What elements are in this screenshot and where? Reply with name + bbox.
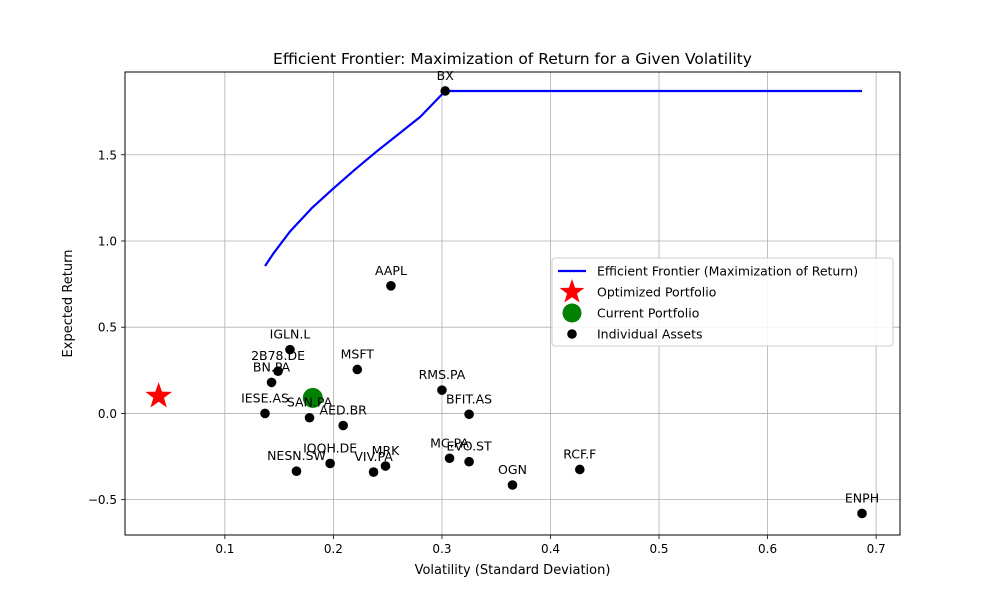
- asset-label: NESN.SW: [267, 448, 326, 463]
- asset-label: SAN.PA: [287, 395, 333, 410]
- x-tick-label: 0.3: [432, 542, 451, 556]
- x-tick-label: 0.1: [215, 542, 234, 556]
- asset-point: [437, 385, 447, 395]
- y-tick-label: 1.5: [98, 148, 117, 162]
- asset-point: [291, 466, 302, 476]
- optimized-portfolio-star: [145, 382, 172, 408]
- asset-point: [285, 344, 295, 355]
- legend-black-dot-swatch: [567, 329, 577, 339]
- asset-point: [380, 461, 391, 471]
- asset-label: MRK: [372, 443, 400, 458]
- y-tick-label: −0.5: [88, 493, 117, 507]
- asset-label: BX: [437, 68, 455, 83]
- asset-label: AAPL: [375, 263, 407, 278]
- legend-entry-label: Current Portfolio: [597, 306, 699, 321]
- plot-frame: [124, 71, 901, 536]
- y-tick-label: 1.0: [98, 234, 117, 248]
- asset-label: BFIT.AS: [446, 391, 492, 406]
- x-axis-label: Volatility (Standard Deviation): [415, 563, 611, 578]
- asset-label: ENPH: [845, 490, 879, 505]
- x-tick-label: 0.4: [541, 542, 560, 556]
- asset-label: MSFT: [341, 346, 375, 361]
- frontier-layer: [264, 89, 863, 267]
- x-tick-label: 0.6: [758, 542, 777, 556]
- asset-label: MC.PA: [430, 435, 469, 450]
- asset-label: EVO.ST: [447, 439, 492, 454]
- asset-label: IGLN.L: [270, 327, 311, 342]
- asset-point: [338, 420, 348, 431]
- chart-title: Efficient Frontier: Maximization of Retu…: [273, 50, 752, 68]
- asset-label: 2B78.DE: [251, 348, 305, 363]
- asset-label: BN.PA: [253, 359, 291, 374]
- y-axis-label: Expected Return: [61, 250, 76, 358]
- asset-point: [368, 467, 379, 477]
- asset-point: [325, 458, 335, 469]
- legend-entry-label: Individual Assets: [597, 327, 703, 342]
- y-tick-label: 0.5: [98, 321, 117, 335]
- asset-point: [266, 377, 277, 388]
- x-tick-label: 0.7: [867, 542, 886, 556]
- y-tick-label: 0.0: [98, 407, 117, 421]
- marker-layer: [145, 86, 867, 519]
- asset-label: AED.BR: [320, 403, 368, 418]
- x-tick-label: 0.2: [324, 542, 343, 556]
- legend-green-dot-swatch: [562, 303, 582, 323]
- asset-point: [352, 364, 363, 375]
- asset-point: [444, 453, 455, 464]
- legend-star-swatch: [559, 279, 585, 303]
- legend-entry-label: Optimized Portfolio: [597, 285, 716, 300]
- asset-label: IQQH.DE: [303, 440, 357, 455]
- current-portfolio-marker: [302, 387, 323, 408]
- asset-point: [507, 480, 518, 490]
- asset-point: [260, 408, 270, 419]
- asset-point: [304, 412, 315, 423]
- asset-point: [857, 508, 867, 519]
- asset-point: [464, 409, 474, 420]
- asset-label: RMS.PA: [419, 367, 466, 382]
- axis-ticks: 0.1 0.2 0.3 0.4 0.5 0.6 0.7 −0.5 0.0 0.5 1.0 1.5: [88, 148, 886, 556]
- x-tick-label: 0.5: [649, 542, 668, 556]
- efficient-frontier-line: [264, 89, 863, 267]
- asset-label: RCF.F: [563, 446, 596, 461]
- asset-point: [386, 281, 396, 291]
- asset-label: OGN: [498, 462, 527, 477]
- asset-label: VIV.PA: [354, 449, 393, 464]
- asset-point: [273, 366, 283, 376]
- legend: Efficient Frontier (Maximization of Retu…: [551, 257, 894, 347]
- asset-point: [574, 464, 585, 475]
- legend-entry-label: Efficient Frontier (Maximization of Retu…: [597, 264, 858, 279]
- asset-point: [440, 86, 451, 96]
- legend-box: [551, 257, 894, 347]
- asset-point: [464, 456, 474, 467]
- asset-label: IESE.AS: [241, 390, 289, 405]
